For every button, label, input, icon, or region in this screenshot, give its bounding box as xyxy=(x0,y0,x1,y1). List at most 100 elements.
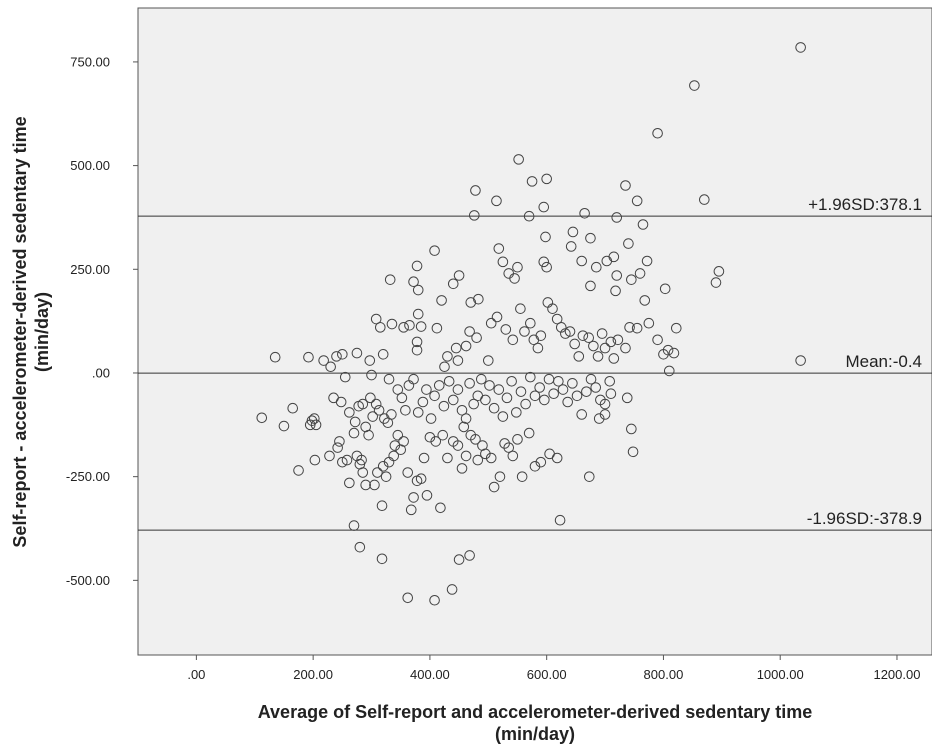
data-point xyxy=(482,355,494,366)
data-point xyxy=(405,504,417,516)
data-point xyxy=(626,274,637,285)
data-point xyxy=(652,334,663,346)
x-tick-label: 200.00 xyxy=(293,667,333,682)
data-point xyxy=(541,173,552,185)
data-point xyxy=(620,180,631,191)
data-point xyxy=(386,409,397,420)
data-point xyxy=(624,322,635,333)
data-point xyxy=(551,452,563,464)
data-point xyxy=(547,303,558,314)
data-point xyxy=(303,351,314,363)
data-point xyxy=(591,261,602,273)
data-point xyxy=(535,456,547,468)
data-point xyxy=(588,340,599,352)
data-point xyxy=(464,378,475,389)
x-tick-label: 800.00 xyxy=(644,667,684,682)
data-point xyxy=(429,390,440,402)
y-axis-title-line1: Self-report - accelerometer-derived sede… xyxy=(10,116,30,547)
data-point xyxy=(599,409,611,420)
data-point xyxy=(520,398,531,410)
data-point xyxy=(475,373,487,385)
data-point xyxy=(569,338,581,350)
data-point xyxy=(513,154,524,165)
data-point xyxy=(392,429,404,441)
data-point xyxy=(585,232,596,244)
reference-line-label: Mean:-0.4 xyxy=(845,352,922,371)
data-point xyxy=(351,347,363,359)
data-point xyxy=(795,355,806,366)
data-point xyxy=(430,436,442,447)
y-axis: -500.00 -250.00 .00 250.00 500.00 750.00 xyxy=(66,54,138,588)
data-point xyxy=(611,270,623,281)
data-points xyxy=(256,42,806,606)
data-point xyxy=(512,434,523,445)
data-point xyxy=(324,450,335,462)
data-point xyxy=(621,392,633,404)
x-tick-label: 400.00 xyxy=(410,667,450,682)
data-point xyxy=(529,460,541,472)
data-point xyxy=(344,407,355,418)
data-point xyxy=(411,336,423,348)
data-point xyxy=(668,347,680,359)
reference-line-label: -1.96SD:-378.9 xyxy=(807,509,922,528)
data-point xyxy=(318,355,329,366)
y-tick-label: -250.00 xyxy=(66,469,110,484)
data-point xyxy=(480,448,491,460)
data-point xyxy=(539,394,550,406)
data-point xyxy=(643,317,655,329)
data-point xyxy=(491,311,503,323)
data-point xyxy=(471,332,482,344)
data-point xyxy=(512,261,523,273)
data-point xyxy=(436,295,447,306)
data-point xyxy=(523,427,535,439)
data-point xyxy=(525,371,536,383)
data-point xyxy=(641,255,653,267)
data-point xyxy=(357,467,369,478)
data-point xyxy=(611,212,623,223)
data-point xyxy=(349,416,361,428)
data-point xyxy=(503,442,515,453)
data-point xyxy=(605,336,617,348)
data-point xyxy=(421,384,432,395)
data-point xyxy=(470,185,481,196)
data-point xyxy=(456,405,468,416)
data-point xyxy=(443,375,455,387)
data-point xyxy=(442,452,453,464)
data-point xyxy=(442,351,453,362)
data-point xyxy=(639,295,651,306)
data-point xyxy=(623,238,634,249)
data-point xyxy=(435,502,446,514)
data-point xyxy=(425,413,437,424)
data-point xyxy=(366,369,377,381)
data-point xyxy=(411,260,423,272)
data-point xyxy=(562,396,573,408)
data-point xyxy=(551,313,563,325)
data-point xyxy=(287,402,299,414)
data-point xyxy=(404,319,415,331)
data-point xyxy=(402,592,414,604)
data-point xyxy=(541,261,552,273)
data-point xyxy=(631,322,643,334)
data-point xyxy=(447,394,459,406)
data-point xyxy=(325,361,336,373)
data-point xyxy=(354,541,366,553)
data-point xyxy=(310,419,322,431)
plot-area xyxy=(137,7,932,656)
data-point xyxy=(433,380,445,391)
data-point xyxy=(337,456,348,468)
data-point xyxy=(360,479,371,491)
data-point xyxy=(341,454,353,466)
data-point xyxy=(389,440,401,451)
data-point xyxy=(458,421,470,433)
x-axis: .00 200.00 400.00 600.00 800.00 1000.00 1200.0… xyxy=(187,655,920,682)
data-point xyxy=(652,127,663,139)
data-point xyxy=(256,412,268,424)
data-point xyxy=(596,328,608,339)
data-point xyxy=(360,421,371,433)
data-point xyxy=(620,342,631,354)
data-point xyxy=(278,420,290,432)
data-point xyxy=(376,500,388,511)
data-point xyxy=(485,317,497,329)
data-point xyxy=(500,324,512,335)
y-tick-label: -500.00 xyxy=(66,573,110,588)
